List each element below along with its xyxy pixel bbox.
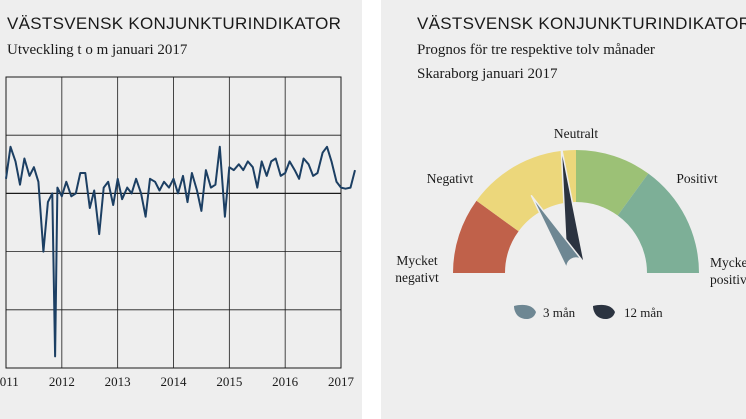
label-positivt: Positivt [676, 171, 718, 186]
label-negativt: Negativt [427, 171, 474, 186]
series-line-1 [5, 145, 342, 358]
series-line-2 [340, 169, 356, 190]
label-mycket-positivt-2: positivt [710, 272, 746, 287]
x-tick-label: 2016 [272, 374, 299, 389]
needle-3-man [530, 195, 585, 273]
label-mycket-negativt-1: Mycket [396, 253, 437, 268]
legend-label-12-man: 12 mån [624, 305, 663, 320]
line-chart: 2011 2012 2013 2014 2015 2016 2017 [0, 76, 356, 389]
gauge-title: VÄSTSVENSK KONJUNKTURINDIKATOR [417, 14, 746, 33]
chart-subtitle: Utveckling t o m januari 2017 [7, 42, 188, 58]
gauge-subtitle-region: Skaraborg januari 2017 [417, 66, 558, 82]
label-mycket-negativt-2: negativt [395, 270, 439, 285]
label-neutralt: Neutralt [554, 126, 598, 141]
x-tick-label: 2015 [216, 374, 242, 389]
gauge-segment-neutralt [576, 150, 649, 216]
legend-marker-3-man [514, 304, 536, 320]
gauge-segment-positivt [617, 173, 699, 273]
x-tick-label: 2013 [105, 374, 131, 389]
line-chart-panel: VÄSTSVENSK KONJUNKTURINDIKATOR Utvecklin… [0, 0, 362, 419]
gauge-subtitle: Prognos för tre respektive tolv månader [417, 42, 655, 58]
legend-label-3-man: 3 mån [543, 305, 576, 320]
gauge-chart: Neutralt Negativt Positivt Mycket negativt My… [395, 126, 746, 320]
gauge-chart-panel: VÄSTSVENSK KONJUNKTURINDIKATOR Prognos f… [381, 0, 746, 419]
x-tick-label: 2017 [328, 374, 355, 389]
chart-title: VÄSTSVENSK KONJUNKTURINDIKATOR [7, 14, 342, 33]
x-tick-label: 2014 [161, 374, 188, 389]
label-mycket-positivt-1: Mycket [710, 255, 746, 270]
x-tick-label: 2012 [49, 374, 75, 389]
gauge-segment-negativt [476, 150, 576, 232]
x-tick-label: 2011 [0, 374, 19, 389]
gauge-segment-mycket-negativt [453, 200, 519, 273]
legend-marker-12-man [593, 304, 615, 320]
